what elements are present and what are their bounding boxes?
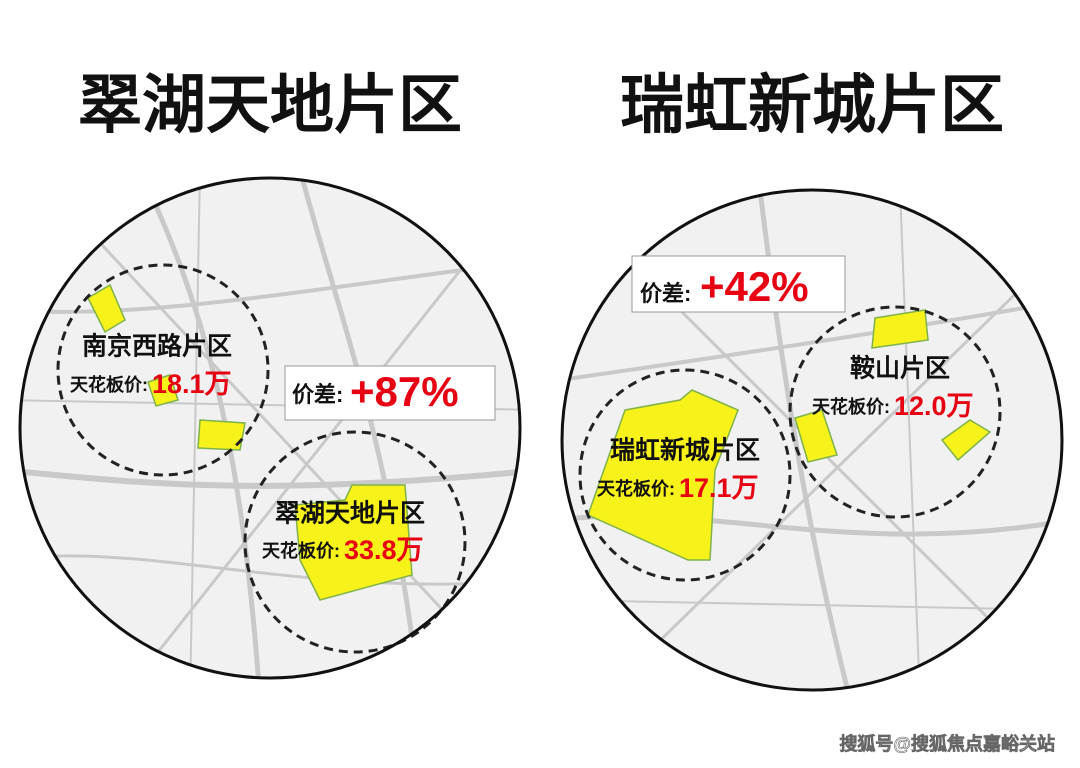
price: 18.1万	[152, 369, 232, 399]
zone-ring	[578, 368, 792, 582]
zone-ring	[243, 430, 467, 654]
map-border	[18, 176, 522, 680]
price: 17.1万	[679, 473, 759, 503]
gap-value: +87%	[350, 368, 459, 415]
left-title: 翠湖天地片区	[78, 69, 462, 141]
price-label: 天花板价:	[70, 374, 148, 395]
watermark: 搜狐号@搜狐焦点嘉峪关站	[839, 733, 1055, 754]
zone-ring	[56, 263, 270, 477]
area	[940, 419, 992, 462]
right-title: 瑞虹新城片区	[620, 69, 1004, 141]
price-label: 天花板价:	[597, 478, 675, 499]
area	[871, 309, 929, 349]
map-border	[560, 188, 1064, 692]
gap-box	[284, 365, 496, 421]
gap-label: 价差:	[640, 281, 691, 306]
gap-box	[631, 255, 846, 313]
gap-value: +42%	[700, 263, 809, 310]
area	[87, 283, 126, 334]
area	[197, 419, 246, 451]
price: 33.8万	[344, 535, 424, 565]
zone-name: 鞍山片区	[850, 354, 950, 383]
zone-name: 翠湖天地片区	[275, 500, 425, 528]
area	[587, 389, 739, 561]
price-label: 天花板价:	[262, 540, 340, 561]
area	[147, 374, 179, 407]
zone-name: 南京西路片区	[82, 332, 232, 361]
price: 12.0万	[894, 391, 974, 421]
area	[794, 409, 838, 463]
right-map: 瑞虹新城片区 天花板价: 17.1万 鞍山片区 天花板价: 12.0万 价差: …	[560, 188, 1064, 692]
zone-name: 瑞虹新城片区	[610, 436, 760, 465]
area	[294, 484, 413, 601]
price-label: 天花板价:	[812, 396, 890, 417]
zone-ring	[788, 305, 1002, 519]
gap-label: 价差:	[292, 382, 343, 407]
left-map: 南京西路片区 天花板价: 18.1万 翠湖天地片区 天花板价: 33.8万 价差…	[18, 176, 522, 680]
